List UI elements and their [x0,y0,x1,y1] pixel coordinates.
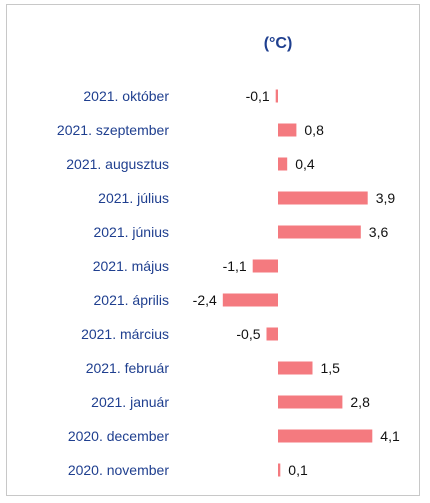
category-label: 2021. január [91,394,169,410]
value-label: -2,4 [193,292,217,308]
category-label: 2021. június [93,224,169,240]
category-label: 2021. március [81,326,169,342]
category-label: 2021. február [86,360,170,376]
bar [266,327,278,341]
bar [278,395,343,409]
value-label: 1,5 [321,360,341,376]
bar [222,293,278,307]
bar [278,225,361,239]
category-label: 2020. november [68,462,170,478]
chart-title: (°C) [264,35,293,52]
category-label: 2021. október [83,88,169,104]
value-label: 4,1 [380,428,400,444]
category-label: 2020. december [68,428,170,444]
value-label: 0,4 [295,156,315,172]
bar [275,89,278,103]
bar [278,191,368,205]
bar [278,361,313,375]
value-label: 2,8 [350,394,370,410]
category-label: 2021. szeptember [57,122,169,138]
value-label: -1,1 [223,258,247,274]
bar [278,429,373,443]
bar [278,157,288,171]
category-label: 2021. május [93,258,169,274]
value-label: -0,1 [246,88,270,104]
value-label: 0,8 [304,122,324,138]
bar [252,259,278,273]
category-label: 2021. április [94,292,170,308]
value-label: 0,1 [288,462,308,478]
category-label: 2021. augusztus [66,156,169,172]
bar [278,123,297,137]
value-label: 3,6 [369,224,389,240]
value-label: 3,9 [376,190,396,206]
bar [278,463,281,477]
category-label: 2021. július [98,190,169,206]
chart-frame [6,4,420,496]
value-label: -0,5 [236,326,260,342]
